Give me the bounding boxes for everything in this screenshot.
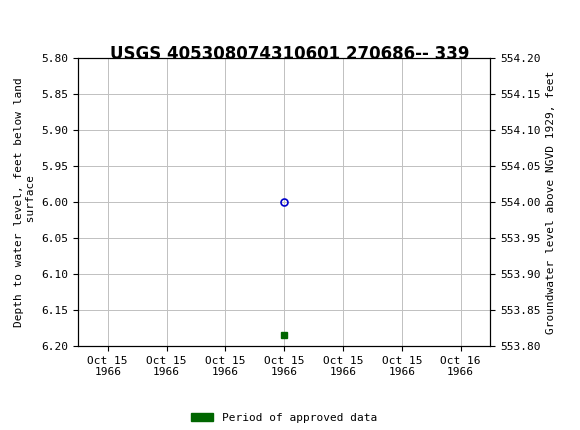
Y-axis label: Depth to water level, feet below land
 surface: Depth to water level, feet below land su… — [14, 77, 36, 327]
Text: USGS: USGS — [49, 15, 113, 35]
Y-axis label: Groundwater level above NGVD 1929, feet: Groundwater level above NGVD 1929, feet — [546, 71, 556, 334]
Legend: Period of approved data: Period of approved data — [187, 408, 382, 427]
Text: USGS 405308074310601 270686-- 339: USGS 405308074310601 270686-- 339 — [110, 45, 470, 63]
